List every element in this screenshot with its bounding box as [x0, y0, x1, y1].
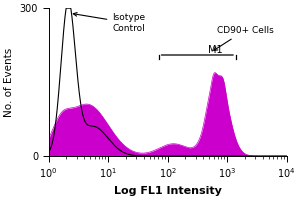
X-axis label: Log FL1 Intensity: Log FL1 Intensity — [114, 186, 221, 196]
Text: CD90+ Cells: CD90+ Cells — [214, 26, 273, 50]
Text: Isotype
Control: Isotype Control — [73, 13, 146, 33]
Y-axis label: No. of Events: No. of Events — [4, 47, 14, 117]
Text: M1: M1 — [208, 45, 223, 55]
